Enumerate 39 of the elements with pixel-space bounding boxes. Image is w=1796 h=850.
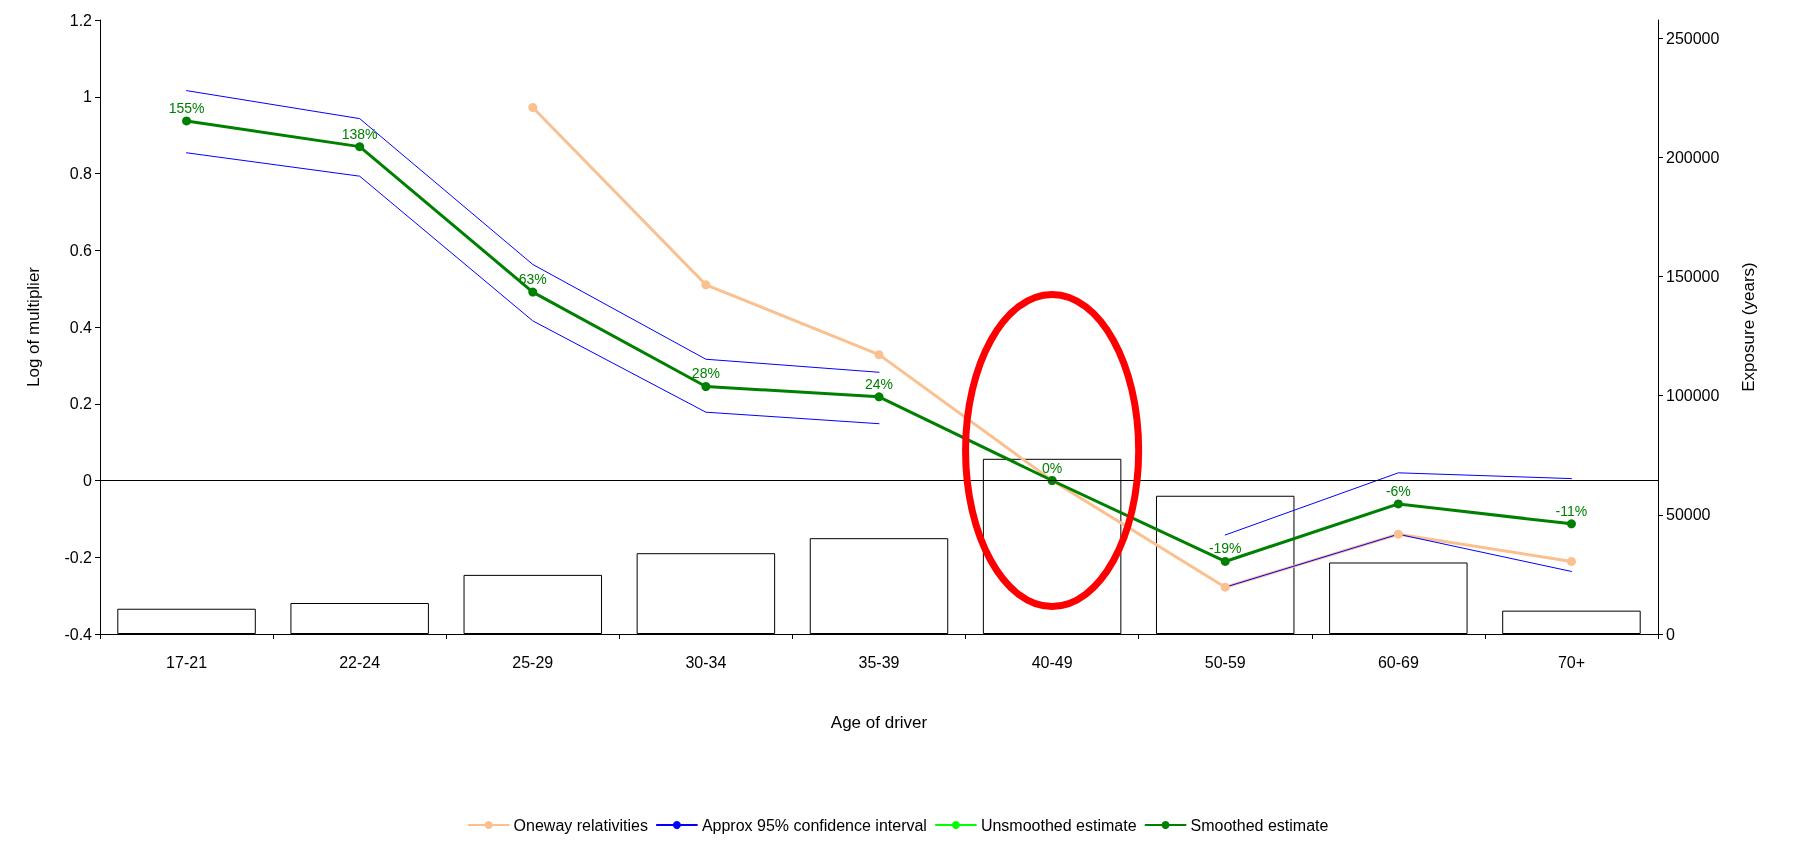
- y2-tick-label: 0: [1666, 625, 1675, 643]
- y-tick-label: 0.4: [69, 318, 93, 336]
- annotation: -6%: [1385, 482, 1411, 499]
- x-tick-label: 22-24: [339, 653, 381, 671]
- x-tick-label: 70+: [1557, 653, 1586, 671]
- annotation: 24%: [864, 375, 894, 392]
- y-tick-label: 0.2: [69, 395, 93, 413]
- y-tick-label: -0.2: [64, 548, 93, 566]
- y-tick-label: 0: [83, 472, 93, 489]
- annotation: 28%: [691, 365, 720, 382]
- annotation: 0%: [1041, 459, 1063, 476]
- y-tick-label: 1: [83, 88, 93, 106]
- x-axis-title: Age of driver: [830, 713, 928, 732]
- y-tick-label: 0.8: [69, 165, 93, 182]
- y2-tick-label: 250000: [1666, 29, 1720, 47]
- x-tick-label: 50-59: [1204, 653, 1246, 671]
- y2-axis-title: Exposure (years): [1739, 262, 1758, 392]
- annotation: 155%: [168, 99, 205, 116]
- x-tick-label: 60-69: [1377, 653, 1419, 671]
- annotation: 138%: [341, 125, 378, 142]
- legend-label: Unsmoothed estimate: [980, 816, 1137, 834]
- y-axis-title: Log of multiplier: [24, 266, 43, 388]
- x-tick-label: 30-34: [685, 653, 727, 671]
- y-tick-label: 0.6: [69, 241, 93, 259]
- y-tick-label: 1.2: [69, 11, 93, 29]
- annotation: -11%: [1555, 502, 1588, 519]
- y2-tick-label: 200000: [1666, 148, 1720, 166]
- legend-label: Smoothed estimate: [1190, 816, 1329, 834]
- x-tick-label: 25-29: [512, 653, 554, 671]
- x-tick-label: 35-39: [858, 653, 900, 671]
- legend-label: Approx 95% confidence interval: [701, 816, 927, 834]
- x-tick-label: 40-49: [1031, 653, 1073, 671]
- legend-label: Oneway relativities: [513, 816, 648, 834]
- x-tick-label: 17-21: [166, 653, 208, 671]
- y2-tick-label: 50000: [1666, 506, 1711, 524]
- y-tick-label: -0.4: [64, 625, 93, 643]
- y2-tick-label: 100000: [1666, 387, 1720, 405]
- annotation: -19%: [1208, 540, 1242, 557]
- y2-tick-label: 150000: [1666, 267, 1720, 285]
